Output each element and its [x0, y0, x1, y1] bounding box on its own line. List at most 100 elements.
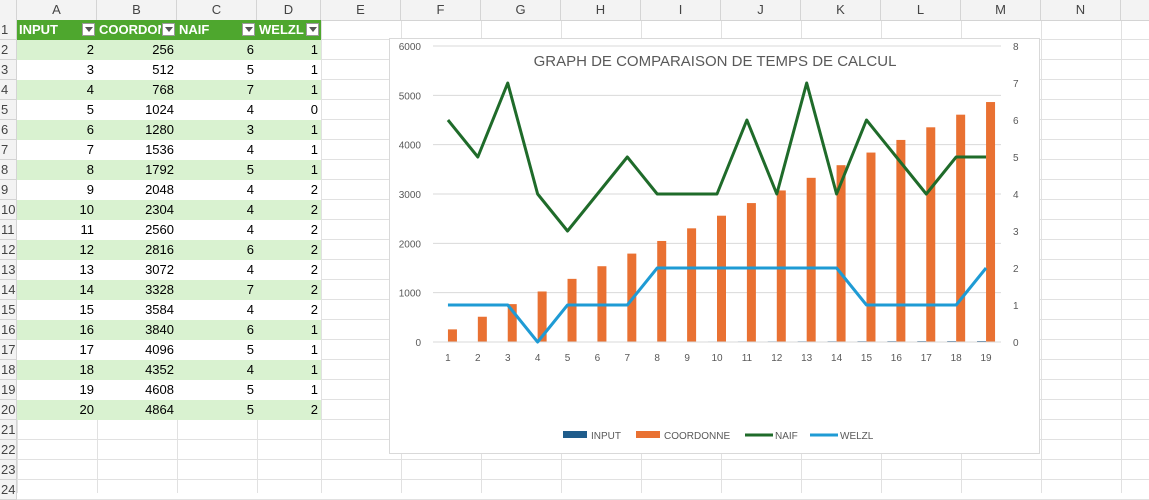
column-header-n[interactable]: N [1041, 0, 1121, 20]
table-cell-welzl[interactable]: 1 [310, 382, 318, 397]
table-cell-input[interactable]: 7 [86, 142, 94, 157]
column-header-i[interactable]: I [641, 0, 721, 20]
row-header-23[interactable]: 23 [0, 460, 17, 480]
table-cell-input[interactable]: 19 [79, 382, 94, 397]
column-header-d[interactable]: D [257, 0, 321, 20]
table-cell-coordonne[interactable]: 2560 [145, 222, 174, 237]
table-cell-coordonne[interactable]: 4608 [145, 382, 174, 397]
table-cell-input[interactable]: 14 [79, 282, 94, 297]
column-header-c[interactable]: C [177, 0, 257, 20]
row-header-11[interactable]: 11 [0, 220, 17, 240]
table-cell-naif[interactable]: 6 [246, 42, 254, 57]
table-cell-input[interactable]: 18 [79, 362, 94, 377]
table-cell-input[interactable]: 2 [86, 42, 94, 57]
table-cell-naif[interactable]: 4 [246, 262, 254, 277]
table-cell-coordonne[interactable]: 2048 [145, 182, 174, 197]
row-header-24[interactable]: 24 [0, 480, 17, 500]
table-header-welzl[interactable]: WELZL [259, 22, 304, 37]
table-cell-naif[interactable]: 4 [246, 362, 254, 377]
table-cell-coordonne[interactable]: 4096 [145, 342, 174, 357]
table-cell-naif[interactable]: 3 [246, 122, 254, 137]
table-header-input[interactable]: INPUT [19, 22, 58, 37]
column-header-k[interactable]: K [801, 0, 881, 20]
column-header-a[interactable]: A [17, 0, 97, 20]
row-header-5[interactable]: 5 [0, 100, 17, 120]
row-header-12[interactable]: 12 [0, 240, 17, 260]
table-header-naif[interactable]: NAIF [179, 22, 210, 37]
table-cell-naif[interactable]: 4 [246, 222, 254, 237]
table-cell-naif[interactable]: 7 [246, 282, 254, 297]
table-cell-naif[interactable]: 5 [246, 62, 254, 77]
table-cell-welzl[interactable]: 1 [310, 122, 318, 137]
table-cell-input[interactable]: 16 [79, 322, 94, 337]
table-cell-welzl[interactable]: 1 [310, 142, 318, 157]
table-cell-coordonne[interactable]: 1792 [145, 162, 174, 177]
filter-dropdown-icon[interactable] [306, 23, 319, 36]
row-header-18[interactable]: 18 [0, 360, 17, 380]
table-cell-input[interactable]: 11 [80, 222, 95, 237]
table-cell-welzl[interactable]: 1 [310, 62, 318, 77]
table-cell-input[interactable]: 6 [86, 122, 94, 137]
table-cell-naif[interactable]: 4 [246, 202, 254, 217]
table-cell-input[interactable]: 12 [79, 242, 94, 257]
table-header-coordonne[interactable]: COORDONNE [99, 22, 161, 37]
select-all-corner[interactable] [0, 0, 17, 20]
table-cell-coordonne[interactable]: 2304 [145, 202, 174, 217]
table-cell-welzl[interactable]: 2 [310, 402, 318, 417]
table-cell-coordonne[interactable]: 256 [152, 42, 174, 57]
table-cell-welzl[interactable]: 1 [310, 342, 318, 357]
table-cell-welzl[interactable]: 2 [310, 302, 318, 317]
table-cell-coordonne[interactable]: 2816 [145, 242, 174, 257]
table-cell-naif[interactable]: 4 [246, 182, 254, 197]
table-cell-welzl[interactable]: 2 [310, 182, 318, 197]
table-cell-coordonne[interactable]: 3840 [145, 322, 174, 337]
column-header-e[interactable]: E [321, 0, 401, 20]
filter-dropdown-icon[interactable] [242, 23, 255, 36]
row-header-8[interactable]: 8 [0, 160, 17, 180]
table-cell-coordonne[interactable]: 512 [152, 62, 174, 77]
row-header-21[interactable]: 21 [0, 420, 17, 440]
row-header-1[interactable]: 1 [0, 20, 17, 40]
row-header-16[interactable]: 16 [0, 320, 17, 340]
table-cell-coordonne[interactable]: 3328 [145, 282, 174, 297]
row-header-19[interactable]: 19 [0, 380, 17, 400]
table-cell-input[interactable]: 3 [86, 62, 94, 77]
row-header-6[interactable]: 6 [0, 120, 17, 140]
table-cell-naif[interactable]: 5 [246, 342, 254, 357]
table-cell-coordonne[interactable]: 768 [152, 82, 174, 97]
table-cell-naif[interactable]: 4 [246, 142, 254, 157]
row-header-13[interactable]: 13 [0, 260, 17, 280]
table-cell-coordonne[interactable]: 1024 [145, 102, 174, 117]
column-header-h[interactable]: H [561, 0, 641, 20]
row-header-7[interactable]: 7 [0, 140, 17, 160]
row-header-9[interactable]: 9 [0, 180, 17, 200]
table-cell-coordonne[interactable]: 1280 [145, 122, 174, 137]
table-cell-welzl[interactable]: 2 [310, 222, 318, 237]
table-cell-coordonne[interactable]: 3072 [145, 262, 174, 277]
column-header-g[interactable]: G [481, 0, 561, 20]
table-cell-naif[interactable]: 6 [246, 242, 254, 257]
row-header-20[interactable]: 20 [0, 400, 17, 420]
table-cell-welzl[interactable]: 1 [310, 362, 318, 377]
table-cell-naif[interactable]: 4 [246, 302, 254, 317]
chart-container[interactable]: 0 1000 2000 3000 4000 5000 6000 0 1 2 3 4 5 6 7 8 1 2 3 4 5 6… [389, 38, 1040, 454]
column-header-m[interactable]: M [961, 0, 1041, 20]
table-cell-naif[interactable]: 4 [246, 102, 254, 117]
filter-dropdown-icon[interactable] [162, 23, 175, 36]
table-cell-welzl[interactable]: 2 [310, 202, 318, 217]
column-header-l[interactable]: L [881, 0, 961, 20]
column-header-b[interactable]: B [97, 0, 177, 20]
row-header-14[interactable]: 14 [0, 280, 17, 300]
row-header-17[interactable]: 17 [0, 340, 17, 360]
table-cell-naif[interactable]: 5 [246, 162, 254, 177]
table-cell-welzl[interactable]: 2 [310, 242, 318, 257]
table-cell-welzl[interactable]: 2 [310, 262, 318, 277]
table-cell-welzl[interactable]: 1 [310, 82, 318, 97]
table-cell-naif[interactable]: 5 [246, 402, 254, 417]
table-cell-input[interactable]: 17 [79, 342, 94, 357]
table-cell-input[interactable]: 10 [79, 202, 94, 217]
table-cell-input[interactable]: 15 [79, 302, 94, 317]
table-cell-naif[interactable]: 7 [246, 82, 254, 97]
table-cell-welzl[interactable]: 1 [310, 162, 318, 177]
table-cell-welzl[interactable]: 0 [310, 102, 318, 117]
